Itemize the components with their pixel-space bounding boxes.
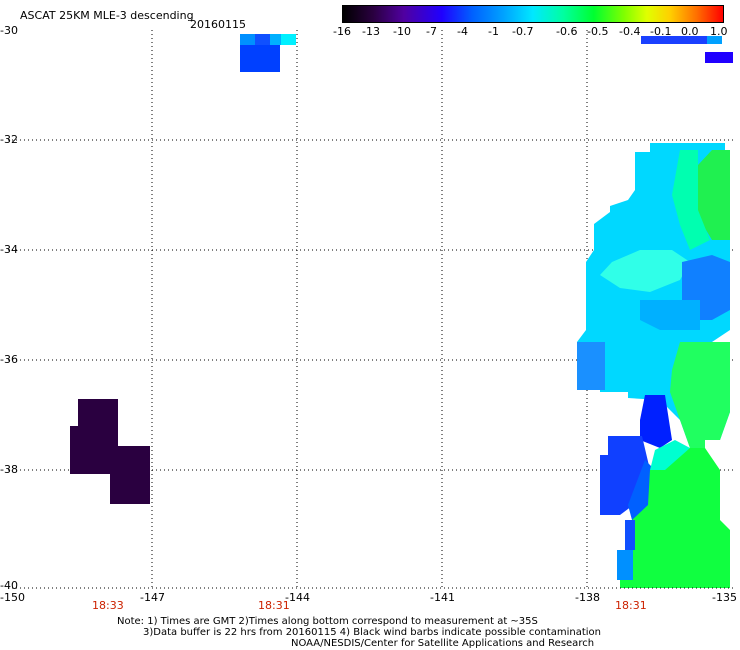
colorbar-label-9: -0.4 bbox=[619, 25, 641, 38]
x-tick-label-4: -138 bbox=[575, 591, 600, 604]
x-tick-label-1: -147 bbox=[140, 591, 165, 604]
map-title: ASCAT 25KM MLE-3 descending bbox=[20, 9, 194, 22]
colorbar-label-0: -16 bbox=[333, 25, 351, 38]
data-swath-right bbox=[577, 143, 730, 588]
colorbar-label-3: -7 bbox=[426, 25, 437, 38]
y-tick-label-1: -32 bbox=[0, 133, 18, 146]
y-tick-label-5: -40 bbox=[0, 579, 18, 592]
y-tick-label-4: -38 bbox=[0, 463, 18, 476]
colorbar-label-8: -0.5 bbox=[587, 25, 609, 38]
time-label-2: 18:31 bbox=[615, 599, 647, 612]
map-date: 20160115 bbox=[190, 18, 246, 31]
x-tick-label-5: -135 bbox=[712, 591, 737, 604]
colorbar-label-6: -0.7 bbox=[512, 25, 534, 38]
data-patch-top-right bbox=[641, 36, 733, 63]
time-label-0: 18:33 bbox=[92, 599, 124, 612]
colorbar bbox=[342, 5, 724, 23]
y-tick-label-0: -30 bbox=[0, 24, 18, 37]
y-tick-label-2: -34 bbox=[0, 243, 18, 256]
note-line-3: NOAA/NESDIS/Center for Satellite Applica… bbox=[291, 638, 595, 649]
colorbar-label-2: -10 bbox=[393, 25, 411, 38]
grid-lines bbox=[8, 30, 735, 588]
data-patch-top-left bbox=[240, 34, 296, 72]
x-tick-label-2: -144 bbox=[285, 591, 310, 604]
time-label-1: 18:31 bbox=[258, 599, 290, 612]
x-tick-label-3: -141 bbox=[430, 591, 455, 604]
colorbar-label-12: 1.0 bbox=[710, 25, 728, 38]
note-line-1: Note: 1) Times are GMT 2)Times along bot… bbox=[117, 616, 538, 627]
colorbar-label-1: -13 bbox=[362, 25, 380, 38]
note-line-2: 3)Data buffer is 22 hrs from 20160115 4)… bbox=[143, 627, 601, 638]
colorbar-label-5: -1 bbox=[488, 25, 499, 38]
data-patch-left-dark bbox=[70, 399, 150, 504]
colorbar-label-4: -4 bbox=[457, 25, 468, 38]
colorbar-label-7: -0.6 bbox=[556, 25, 578, 38]
y-tick-label-3: -36 bbox=[0, 353, 18, 366]
colorbar-label-10: -0.1 bbox=[650, 25, 672, 38]
x-tick-label-0: -150 bbox=[0, 591, 25, 604]
colorbar-label-11: 0.0 bbox=[681, 25, 699, 38]
